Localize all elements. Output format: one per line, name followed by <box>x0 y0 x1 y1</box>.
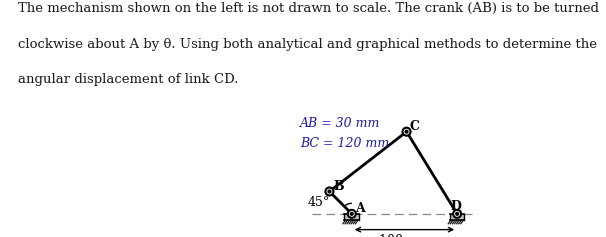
Circle shape <box>328 190 331 193</box>
Circle shape <box>405 130 408 133</box>
Text: C: C <box>409 120 419 133</box>
Circle shape <box>348 210 356 218</box>
Bar <box>450 214 464 220</box>
Text: 100 mm: 100 mm <box>379 234 430 237</box>
Text: The mechanism shown on the left is not drawn to scale. The crank (AB) is to be t: The mechanism shown on the left is not d… <box>18 2 599 15</box>
Text: BC = 120 mm: BC = 120 mm <box>300 137 390 150</box>
Text: angular displacement of link CD.: angular displacement of link CD. <box>18 73 238 87</box>
Text: D: D <box>451 200 462 213</box>
Circle shape <box>402 128 410 136</box>
Circle shape <box>453 210 461 218</box>
Circle shape <box>456 212 459 215</box>
Text: A: A <box>355 202 365 215</box>
Text: AB = 30 mm: AB = 30 mm <box>300 118 381 130</box>
Text: 45°: 45° <box>307 196 330 210</box>
Text: B: B <box>334 180 344 193</box>
Circle shape <box>350 212 353 215</box>
Text: clockwise about A by θ. Using both analytical and graphical methods to determine: clockwise about A by θ. Using both analy… <box>18 38 597 51</box>
Bar <box>344 214 359 220</box>
Circle shape <box>325 187 333 196</box>
